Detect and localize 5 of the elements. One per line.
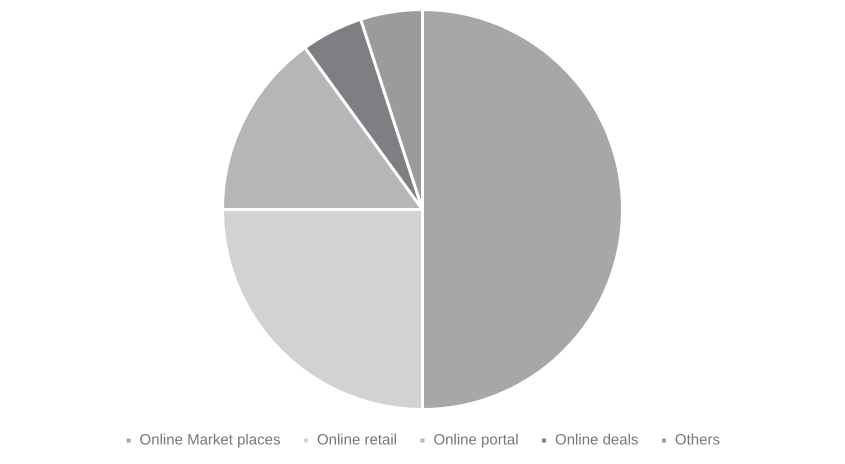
legend-label: Online retail (316, 432, 397, 449)
legend-label: Online portal (433, 432, 519, 449)
legend-label: Online deals (555, 432, 638, 449)
legend-label: Others (674, 432, 720, 449)
legend-label: Online Market places (140, 432, 280, 449)
